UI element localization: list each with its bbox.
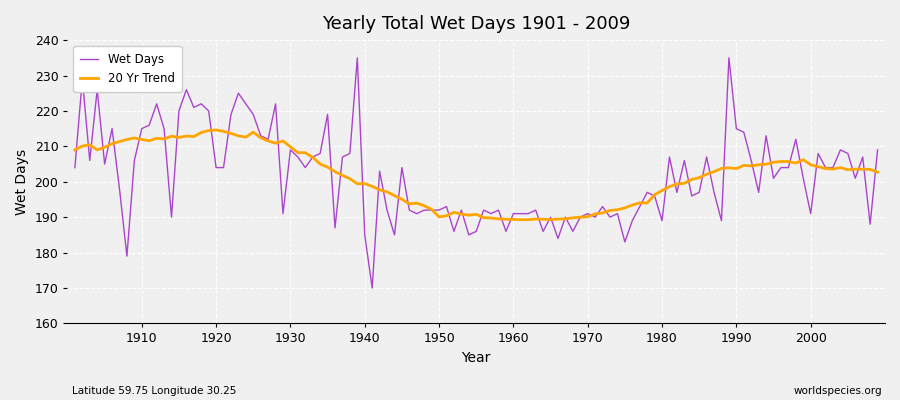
20 Yr Trend [211, 128, 221, 132]
Wet Days [337, 154, 347, 159]
Wet Days [523, 211, 534, 216]
Wet Days [69, 165, 80, 170]
Line: Wet Days: Wet Days [75, 58, 878, 288]
Wet Days [872, 148, 883, 152]
Text: worldspecies.org: worldspecies.org [794, 386, 882, 396]
Legend: Wet Days, 20 Yr Trend: Wet Days, 20 Yr Trend [74, 46, 182, 92]
20 Yr Trend [345, 176, 356, 181]
20 Yr Trend [69, 148, 80, 152]
20 Yr Trend [129, 136, 140, 140]
Wet Days [129, 158, 140, 163]
Wet Days [516, 211, 526, 216]
Title: Yearly Total Wet Days 1901 - 2009: Yearly Total Wet Days 1901 - 2009 [322, 15, 630, 33]
20 Yr Trend [523, 217, 534, 222]
20 Yr Trend [612, 207, 623, 212]
Y-axis label: Wet Days: Wet Days [15, 149, 29, 215]
Wet Days [352, 56, 363, 60]
20 Yr Trend [300, 150, 310, 155]
20 Yr Trend [872, 170, 883, 174]
Wet Days [292, 154, 303, 159]
Wet Days [612, 211, 623, 216]
Text: Latitude 59.75 Longitude 30.25: Latitude 59.75 Longitude 30.25 [72, 386, 237, 396]
20 Yr Trend [508, 217, 518, 222]
Line: 20 Yr Trend: 20 Yr Trend [75, 130, 878, 220]
X-axis label: Year: Year [462, 351, 490, 365]
20 Yr Trend [516, 217, 526, 222]
Wet Days [367, 286, 378, 290]
